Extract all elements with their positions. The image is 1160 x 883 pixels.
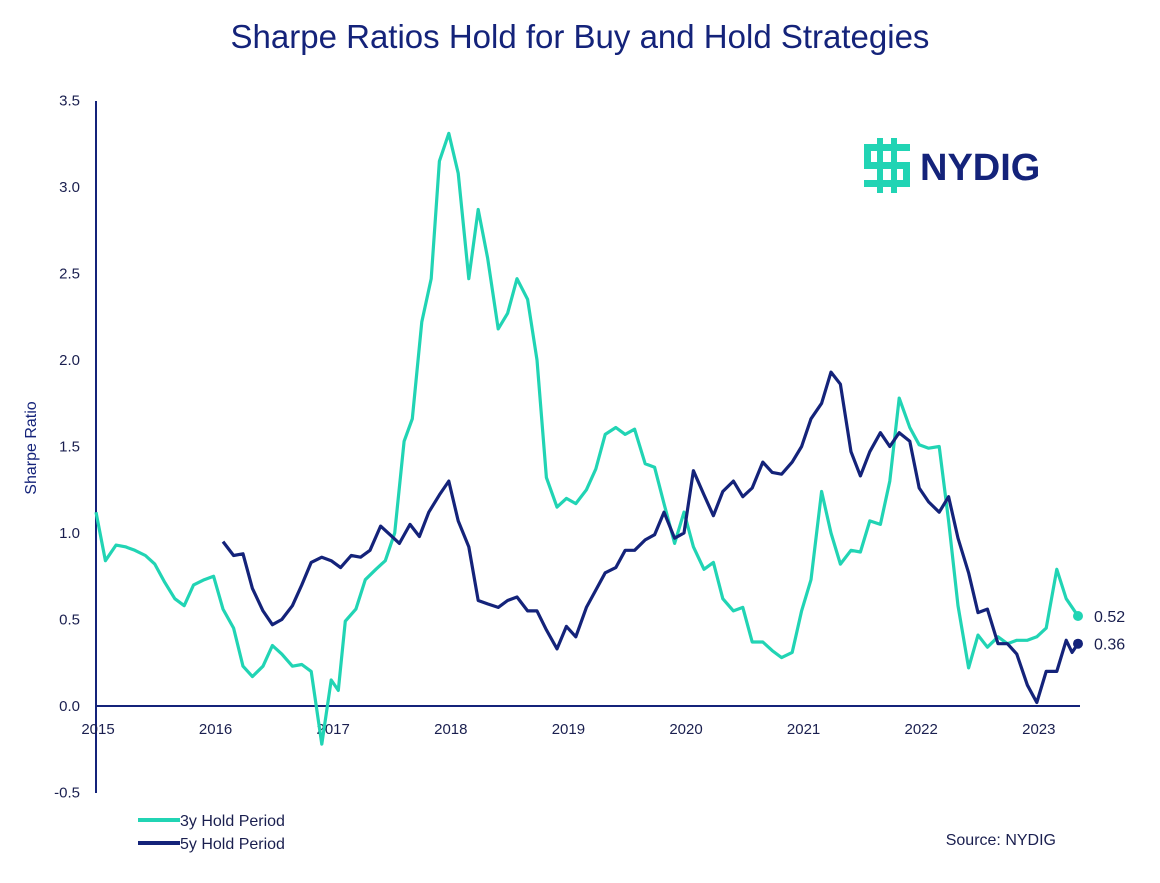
y-tick-label: 2.5 — [59, 266, 80, 283]
x-tick-label: 2022 — [905, 721, 938, 738]
y-axis-label: Sharpe Ratio — [23, 401, 40, 494]
x-tick-label: 2023 — [1022, 721, 1055, 738]
legend: 3y Hold Period 5y Hold Period — [138, 813, 285, 853]
nydig-logo: NYDIG — [864, 138, 1040, 193]
y-tick-label: 0.0 — [59, 698, 80, 715]
series-5y-end-marker — [1073, 638, 1083, 649]
x-tick-label: 2016 — [199, 721, 232, 738]
series-5y-line — [221, 370, 1080, 705]
y-tick-label: 0.5 — [59, 612, 80, 629]
y-tick-label: 3.0 — [59, 179, 80, 196]
x-tick-label: 2015 — [81, 721, 114, 738]
y-tick-label: 1.5 — [59, 439, 80, 456]
x-tick-label: 2019 — [552, 721, 585, 738]
y-tick-label: -0.5 — [54, 785, 80, 802]
source-note: Source: NYDIG — [946, 832, 1056, 849]
chart-title: Sharpe Ratios Hold for Buy and Hold Stra… — [231, 18, 930, 55]
nydig-logo-icon — [864, 138, 910, 193]
nydig-logo-text: NYDIG — [920, 147, 1040, 189]
x-tick-label: 2020 — [669, 721, 702, 738]
series-group: 0.52 0.36 — [94, 131, 1125, 746]
y-tick-label: 3.5 — [59, 93, 80, 110]
x-tick-label: 2021 — [787, 721, 820, 738]
legend-label-3y: 3y Hold Period — [180, 813, 285, 830]
x-tick-label: 2018 — [434, 721, 467, 738]
x-tick-labels: 2015 2016 2017 2018 2019 2020 2021 2022 2023 — [81, 721, 1055, 738]
series-3y-line — [94, 131, 1080, 746]
y-tick-label: 1.0 — [59, 525, 80, 542]
series-5y-end-label: 0.36 — [1094, 637, 1125, 654]
series-3y-end-marker — [1073, 611, 1083, 621]
legend-label-5y: 5y Hold Period — [180, 836, 285, 853]
series-3y-end-label: 0.52 — [1094, 609, 1125, 626]
y-tick-label: 2.0 — [59, 352, 80, 369]
y-tick-labels: 3.5 3.0 2.5 2.0 1.5 1.0 0.5 0.0 -0.5 — [54, 93, 80, 802]
